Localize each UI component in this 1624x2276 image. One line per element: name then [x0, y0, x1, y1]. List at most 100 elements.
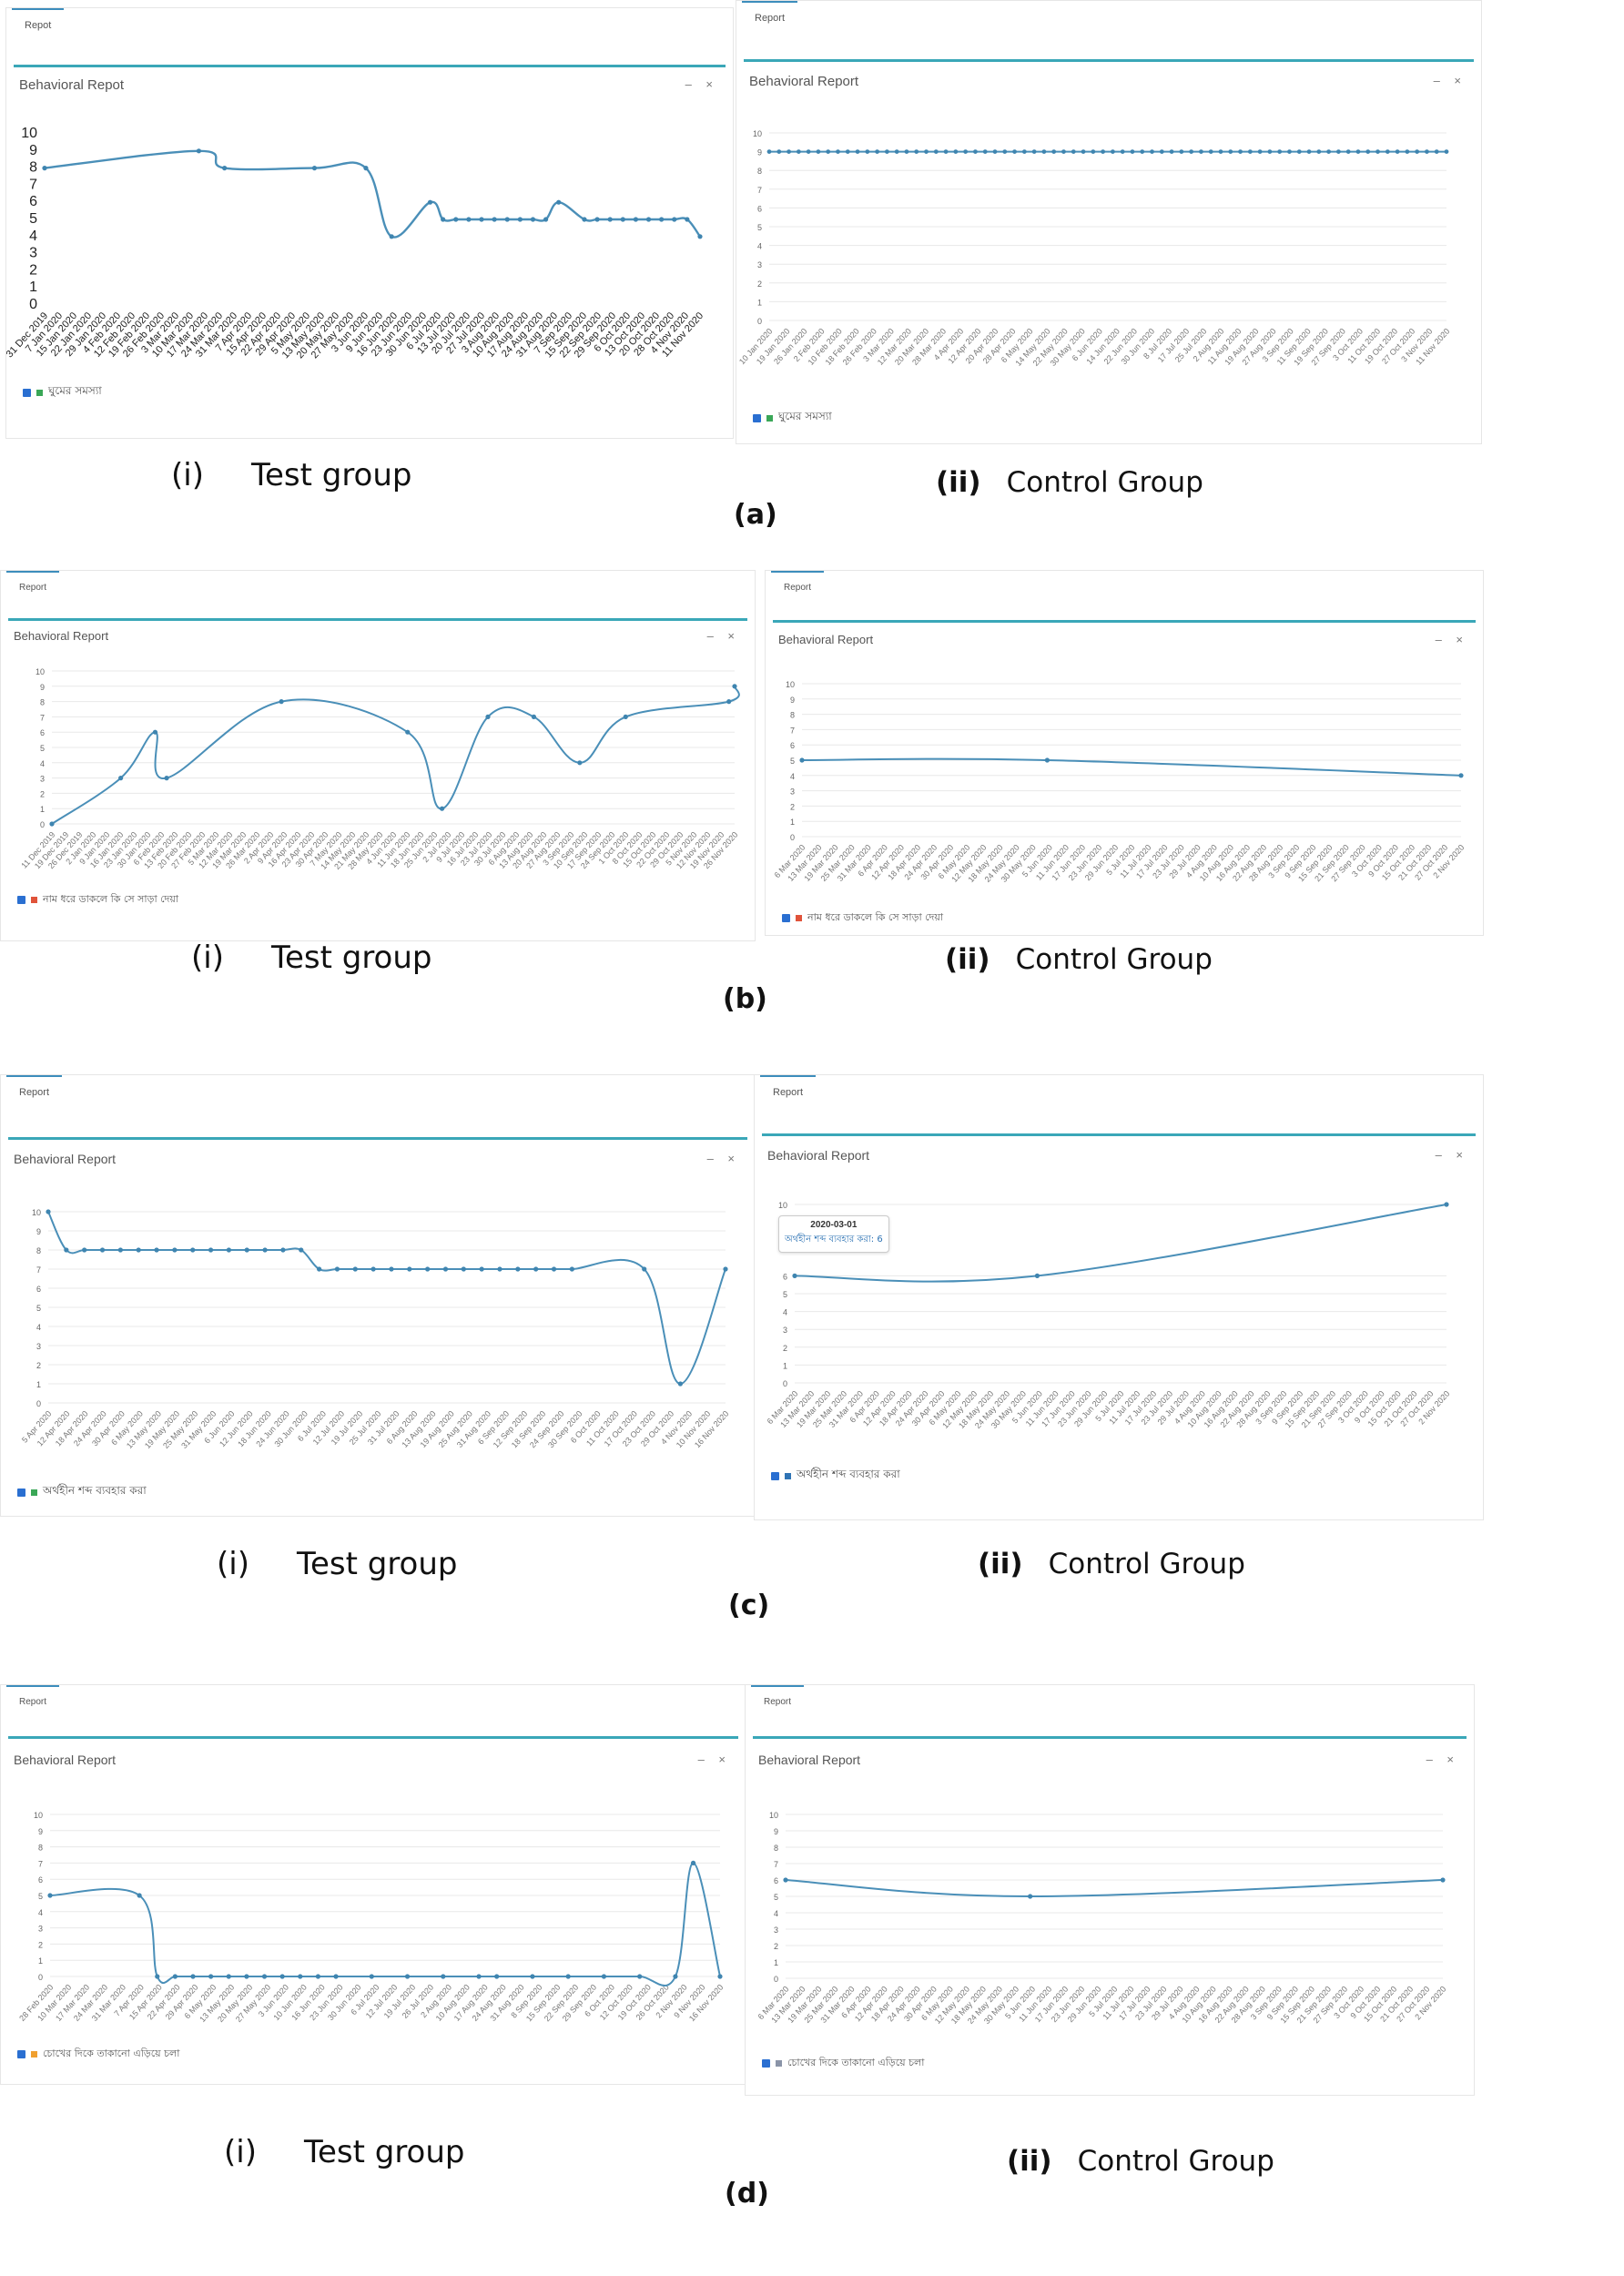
y-tick-label: 9	[38, 1827, 43, 1836]
report-tab[interactable]: Report	[6, 1685, 60, 1720]
data-point	[894, 149, 899, 154]
data-point	[551, 1266, 557, 1272]
checkbox-icon[interactable]	[17, 896, 25, 904]
caption-text: Test group	[303, 2134, 465, 2170]
data-point	[845, 149, 850, 154]
legend[interactable]: নাম ধরে ডাকলে কি সে সাড়া দেয়া	[782, 909, 943, 927]
report-tab[interactable]: Report	[6, 571, 60, 605]
window-controls[interactable]: – ×	[706, 1152, 740, 1165]
report-tab[interactable]: Report	[771, 571, 825, 605]
checkbox-icon[interactable]	[17, 2050, 25, 2058]
report-tab[interactable]: Report	[751, 1685, 805, 1720]
window-controls[interactable]: – ×	[685, 77, 718, 91]
caption-a-test: (i) Test group	[171, 457, 412, 493]
data-point	[1002, 149, 1008, 154]
checkbox-icon[interactable]	[753, 413, 761, 422]
window-controls[interactable]: – ×	[1433, 74, 1467, 87]
data-point	[569, 1266, 574, 1272]
data-point	[226, 1974, 231, 1979]
data-point	[1257, 149, 1263, 154]
report-tab[interactable]: Report	[6, 1075, 63, 1110]
legend[interactable]: ঘুমের সমস্যা	[753, 409, 832, 427]
y-tick-label: 1	[790, 818, 795, 827]
caption-a-control: (ii) Control Group	[936, 466, 1203, 499]
data-point	[623, 714, 628, 719]
y-tick-label: 9	[36, 1227, 41, 1236]
checkbox-icon[interactable]	[23, 388, 31, 397]
legend[interactable]: ঘুমের সমস্যা	[23, 383, 102, 401]
y-tick-label: 3	[757, 260, 762, 269]
y-tick-label: 4	[783, 1308, 787, 1317]
window-controls[interactable]: – ×	[706, 629, 740, 643]
y-tick-label: 10	[36, 667, 45, 676]
data-point	[1385, 149, 1390, 154]
legend-label: নাম ধরে ডাকলে কি সে সাড়া দেয়া	[807, 911, 944, 923]
legend[interactable]: নাম ধরে ডাকলে কি সে সাড়া দেয়া	[17, 891, 178, 909]
y-tick-label: 2	[38, 1940, 43, 1949]
y-tick-label: 8	[40, 698, 45, 707]
data-point	[1071, 149, 1076, 154]
caption-d-control: (ii) Control Group	[1007, 2145, 1274, 2178]
data-point	[732, 684, 737, 689]
report-tab[interactable]: Report	[760, 1075, 817, 1110]
y-tick-label: 9	[29, 143, 37, 158]
legend[interactable]: চোখের দিকে তাকানো এড়িয়ে চলা	[17, 2046, 179, 2063]
checkbox-icon[interactable]	[782, 914, 790, 922]
data-point	[279, 699, 284, 705]
legend[interactable]: অর্থহীন শব্দ ব্যবহার করা	[771, 1467, 900, 1485]
data-point	[816, 149, 821, 154]
data-point	[924, 149, 929, 154]
data-point	[164, 776, 169, 781]
y-tick-label: 0	[38, 1973, 43, 1982]
data-point	[677, 1381, 684, 1387]
checkbox-icon[interactable]	[762, 2059, 770, 2068]
data-point	[904, 149, 909, 154]
data-point	[298, 1974, 303, 1979]
y-tick-label: 6	[36, 1285, 41, 1294]
legend[interactable]: অর্থহীন শব্দ ব্যবহার করা	[17, 1483, 147, 1501]
data-point	[461, 1266, 466, 1272]
y-tick-label: 0	[774, 1975, 778, 1984]
window-controls[interactable]: – ×	[697, 1753, 731, 1766]
y-tick-label: 2	[29, 262, 37, 278]
data-point	[49, 821, 55, 827]
data-point	[531, 714, 537, 719]
data-point	[1267, 149, 1273, 154]
data-point	[953, 149, 959, 154]
data-point	[620, 217, 625, 222]
window-controls[interactable]: – ×	[1435, 1148, 1468, 1162]
data-point	[317, 1266, 322, 1272]
header-rule	[753, 1736, 1467, 1739]
data-point	[196, 148, 202, 154]
report-tab[interactable]: Report	[742, 1, 798, 36]
y-tick-label: 1	[757, 298, 762, 307]
checkbox-icon[interactable]	[17, 1488, 25, 1497]
data-point	[685, 217, 690, 222]
data-point	[690, 1860, 696, 1865]
legend[interactable]: চোখের দিকে তাকানো এড়িয়ে চলা	[762, 2055, 924, 2072]
data-point	[311, 166, 318, 171]
data-point	[1306, 149, 1312, 154]
data-point	[787, 149, 791, 154]
data-point	[441, 217, 446, 222]
data-point	[933, 149, 939, 154]
report-tab[interactable]: Repot	[12, 8, 65, 43]
legend-swatch	[776, 2060, 782, 2067]
checkbox-icon[interactable]	[771, 1471, 779, 1480]
panel-title: Behavioral Report	[749, 74, 859, 89]
legend-swatch	[36, 389, 43, 396]
window-controls[interactable]: – ×	[1426, 1753, 1459, 1766]
data-point	[517, 217, 523, 222]
panel-c-test: Report Behavioral Report – × 0 1 2 3 4 5 6 7 8 9 1…	[0, 1074, 756, 1517]
legend-swatch	[31, 897, 37, 903]
y-tick-label: 6	[774, 1876, 778, 1885]
y-tick-label: 6	[790, 741, 795, 750]
series-line	[51, 686, 740, 825]
y-tick-label: 6	[38, 1875, 43, 1885]
y-tick-label: 0	[40, 820, 45, 829]
data-point	[1434, 149, 1439, 154]
data-point	[645, 217, 652, 222]
window-controls[interactable]: – ×	[1435, 633, 1468, 646]
data-point	[315, 1974, 320, 1979]
